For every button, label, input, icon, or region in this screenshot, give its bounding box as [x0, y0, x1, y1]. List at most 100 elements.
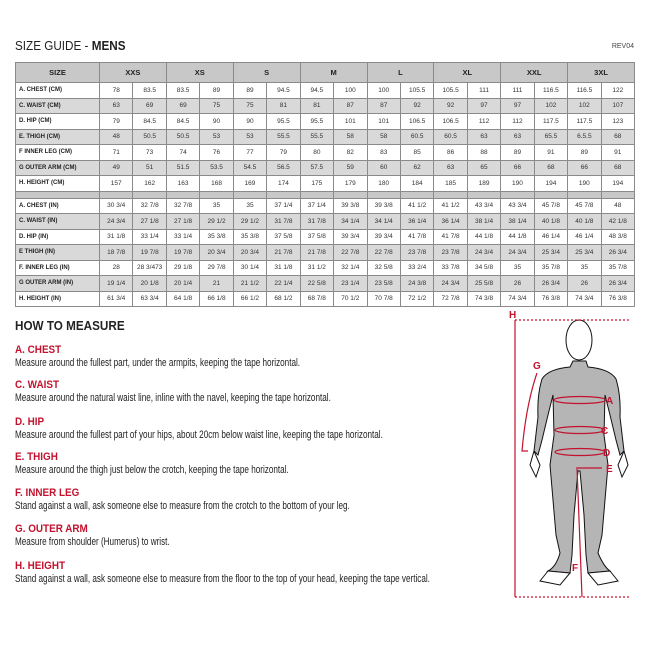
table-cell: 26 3/4 — [533, 275, 569, 292]
table-cell: 41 1/2 — [433, 197, 468, 214]
table-cell: 68 — [600, 128, 636, 145]
table-cell: 35 — [199, 197, 234, 214]
table-cell: 70 1/2 — [333, 290, 368, 307]
size-column-header: S — [232, 62, 301, 83]
size-column-header: XL — [433, 62, 502, 83]
table-cell: 73 — [132, 144, 167, 161]
size-column-header: XXL — [500, 62, 569, 83]
label-g: G — [533, 361, 541, 372]
table-cell: 29 1/8 — [165, 259, 201, 276]
table-cell: 33 7/8 — [433, 259, 468, 276]
table-cell: 72 7/8 — [433, 290, 468, 307]
table-cell: 23 7/8 — [433, 244, 468, 261]
table-cell: 106.5 — [399, 113, 435, 130]
table-cell: 63 — [98, 97, 134, 114]
table-cell: 75 — [199, 97, 234, 114]
table-cell: 26 — [500, 275, 535, 292]
how-to-measure-title: HOW TO MEASURE — [15, 318, 125, 333]
row-label: C. WAIST (IN) — [15, 213, 100, 230]
table-cell: 66 1/8 — [199, 290, 234, 307]
table-cell: 88 — [466, 144, 502, 161]
table-cell: 83.5 — [132, 82, 167, 99]
table-cell: 46 1/4 — [567, 228, 602, 245]
table-cell: 76 3/8 — [600, 290, 636, 307]
table-cell: 43 3/4 — [500, 197, 535, 214]
table-cell: 184 — [399, 175, 435, 192]
table-cell: 91 — [600, 144, 636, 161]
table-cell: 116.5 — [567, 82, 602, 99]
table-cell: 30 1/4 — [232, 259, 268, 276]
table-cell: 68 — [600, 159, 636, 176]
table-cell: 20 1/8 — [132, 275, 167, 292]
table-cell: 53.5 — [199, 159, 234, 176]
label-a: A — [606, 396, 613, 407]
table-cell: 35 7/8 — [533, 259, 569, 276]
row-label: F. INNER LEG (IN) — [15, 259, 100, 276]
table-cell: 60.5 — [399, 128, 435, 145]
table-cell: 92 — [399, 97, 435, 114]
measure-description: Measure around the fullest part, under t… — [15, 357, 301, 369]
table-cell: 194 — [600, 175, 636, 192]
table-cell: 60 — [366, 159, 401, 176]
row-label: A. CHEST (CM) — [15, 82, 100, 99]
table-cell: 32 7/8 — [132, 197, 167, 214]
row-label: F INNER LEG (CM) — [15, 144, 100, 161]
table-cell: 81 — [299, 97, 335, 114]
table-cell: 25 3/4 — [567, 244, 602, 261]
table-cell: 82 — [333, 144, 368, 161]
table-cell: 79 — [98, 113, 134, 130]
table-cell: 194 — [533, 175, 569, 192]
measure-description: Measure around the thigh just below the … — [15, 464, 289, 476]
table-cell: 57.5 — [299, 159, 335, 176]
measure-lines — [514, 319, 630, 598]
head — [565, 319, 593, 361]
table-cell: 69 — [132, 97, 167, 114]
table-cell: 37 1/4 — [266, 197, 301, 214]
table-cell: 34 1/4 — [333, 213, 368, 230]
table-cell: 85 — [399, 144, 435, 161]
table-cell: 87 — [366, 97, 401, 114]
table-cell: 55.5 — [299, 128, 335, 145]
table-cell: 89 — [567, 144, 602, 161]
table-row: E THIGH (IN) 18 7/8 19 7/8 19 7/8 20 3/4 20 3… — [15, 244, 636, 261]
table-cell: 22 5/8 — [299, 275, 335, 292]
table-cell: 101 — [366, 113, 401, 130]
table-cell: 68 7/8 — [299, 290, 335, 307]
table-cell: 74 — [165, 144, 201, 161]
measure-section: G. OUTER ARM Measure from shoulder (Humer… — [15, 523, 224, 548]
table-cell: 33 1/4 — [132, 228, 167, 245]
revision-label: REV04 — [611, 43, 634, 50]
table-cell: 50.5 — [132, 128, 167, 145]
table-cell: 41 7/8 — [433, 228, 468, 245]
table-cell: 97 — [500, 97, 535, 114]
table-row: H. HEIGHT (CM) 157 162 163 168 169 174 175 179 18… — [15, 175, 636, 192]
table-row: F INNER LEG (CM) 71 73 74 76 77 79 80 82 83 85 86 88… — [15, 144, 636, 161]
table-row: F. INNER LEG (IN) 28 28 3/473 29 1/8 29 7/8 3… — [15, 259, 636, 276]
table-row: G OUTER ARM (IN) 19 1/4 20 1/8 20 1/4 21 21 1… — [15, 275, 636, 292]
title-gender: MENS — [91, 38, 126, 53]
size-table: SIZE XXS XS S M L XL XXL 3XL A. CHEST (CM) 78 83.5… — [15, 62, 636, 307]
table-cell: 35 3/8 — [199, 228, 234, 245]
table-cell: 65.5 — [533, 128, 569, 145]
table-cell: 6.5.5 — [567, 128, 602, 145]
measure-section: D. HIP Measure around the fullest part of… — [15, 416, 512, 441]
table-row: G OUTER ARM (CM) 49 51 51.5 53.5 54.5 56.5 57.5… — [15, 159, 636, 176]
table-cell: 68 1/2 — [266, 290, 301, 307]
table-cell: 48 — [600, 197, 636, 214]
table-cell: 169 — [232, 175, 268, 192]
table-cell: 63 3/4 — [132, 290, 167, 307]
table-cell: 92 — [433, 97, 468, 114]
table-cell: 100 — [366, 82, 401, 99]
table-row: C. WAIST (CM) 63 69 69 75 75 81 81 87 87 92 92 97 97 1… — [15, 97, 636, 114]
table-cell: 105.5 — [433, 82, 468, 99]
measure-description: Measure around the fullest part of your … — [15, 429, 383, 441]
table-cell: 116.5 — [533, 82, 569, 99]
table-cell: 80 — [299, 144, 335, 161]
table-row: E. THIGH (CM) 48 50.5 50.5 53 53 55.5 55.5 58 58 6… — [15, 128, 636, 145]
table-cell: 53 — [232, 128, 268, 145]
table-row: D. HIP (IN) 31 1/8 33 1/4 33 1/4 35 3/8 35 3/… — [15, 228, 636, 245]
measure-heading: F. INNER LEG — [15, 487, 80, 499]
feet — [539, 570, 619, 586]
table-cell: 45 7/8 — [567, 197, 602, 214]
table-cell: 35 — [232, 197, 268, 214]
